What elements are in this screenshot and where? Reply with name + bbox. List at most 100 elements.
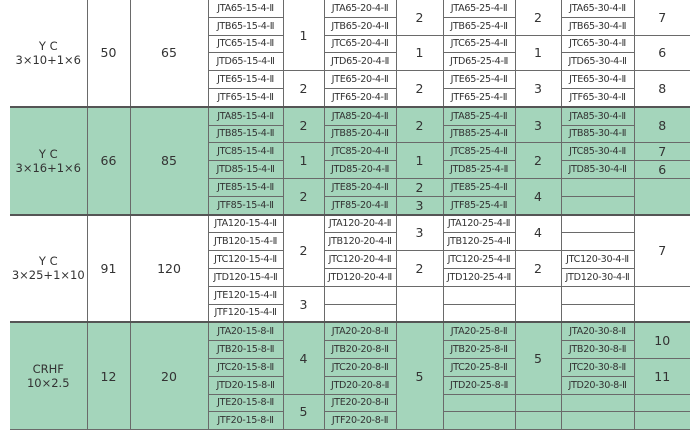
model-20: JTD20-20-8-Ⅱ [323, 375, 397, 395]
qty-30: 6 [633, 160, 690, 179]
qty-20: 3 [395, 213, 444, 252]
model-30: JTC85-30-4-Ⅱ [560, 142, 635, 162]
model-25 [442, 285, 516, 305]
model-30 [560, 285, 635, 305]
model-25: JTC20-25-8-Ⅱ [442, 357, 516, 377]
model-20: JTE85-20-4-Ⅱ [323, 177, 397, 197]
model-15: JTB120-15-4-Ⅱ [207, 232, 284, 252]
model-20: JTC85-20-4-Ⅱ [323, 142, 397, 162]
model-20: JTB120-20-4-Ⅱ [323, 232, 397, 252]
model-20: JTF20-20-8-Ⅱ [323, 411, 397, 431]
qty-30: 11 [633, 357, 690, 395]
cable-spec: CRHF 10×2.5 [10, 321, 88, 431]
model-20: JTA85-20-4-Ⅱ [323, 105, 397, 126]
model-20: JTA120-20-4-Ⅱ [323, 213, 397, 234]
model-25 [442, 393, 516, 413]
qty-20: 2 [395, 177, 444, 197]
model-20: JTB65-20-4-Ⅱ [323, 16, 397, 36]
qty-25: 2 [514, 250, 562, 287]
qty-20: 3 [395, 195, 444, 216]
qty-25: 4 [514, 177, 562, 216]
model-15: JTA65-15-4-Ⅱ [207, 0, 284, 18]
model-25: JTB120-25-4-Ⅱ [442, 232, 516, 252]
model-25: JTA120-25-4-Ⅱ [442, 213, 516, 234]
model-30: JTD20-30-8-Ⅱ [560, 375, 635, 395]
spec-line: 3×16+1×6 [15, 160, 82, 175]
qty-30 [633, 393, 690, 413]
table-row: JTB20-15-8-Ⅱ JTB20-20-8-Ⅱ JTB20-25-8-Ⅱ JTB2… [10, 340, 690, 359]
model-25: JTD20-25-8-Ⅱ [442, 375, 516, 395]
model-30: JTC20-30-8-Ⅱ [560, 357, 635, 377]
model-20: JTF65-20-4-Ⅱ [323, 87, 397, 108]
model-30 [560, 303, 635, 323]
model-20: JTB85-20-4-Ⅱ [323, 124, 397, 144]
model-30 [560, 393, 635, 413]
model-25: JTB85-25-4-Ⅱ [442, 124, 516, 144]
model-30: JTA85-30-4-Ⅱ [560, 105, 635, 126]
model-30: JTD120-30-4-Ⅱ [560, 267, 635, 287]
qty-15: 4 [282, 321, 325, 395]
model-20: JTE20-20-8-Ⅱ [323, 393, 397, 413]
model-25: JTD65-25-4-Ⅱ [442, 52, 516, 72]
spec-line: 3×10+1×6 [15, 52, 82, 67]
model-25: JTE65-25-4-Ⅱ [442, 70, 516, 89]
qty-25: 2 [514, 0, 562, 36]
table-row: JTD85-15-4-Ⅱ JTD85-20-4-Ⅱ JTD85-25-4-Ⅱ JTD8… [10, 160, 690, 179]
model-25: JTC85-25-4-Ⅱ [442, 142, 516, 162]
value-b: 20 [129, 321, 209, 431]
spec-line: Y C [38, 38, 58, 53]
model-20: JTC65-20-4-Ⅱ [323, 34, 397, 54]
model-20 [323, 303, 397, 323]
value-b: 85 [129, 105, 209, 216]
model-30: JTE65-30-4-Ⅱ [560, 70, 635, 89]
model-25: JTD120-25-4-Ⅱ [442, 267, 516, 287]
model-30: JTD85-30-4-Ⅱ [560, 160, 635, 179]
value-a: 66 [86, 105, 131, 216]
model-15: JTD85-15-4-Ⅱ [207, 160, 284, 179]
table-row: JTC20-15-8-Ⅱ JTC20-20-8-Ⅱ JTC20-25-8-Ⅱ JTC2… [10, 357, 690, 395]
model-15: JTD20-15-8-Ⅱ [207, 375, 284, 395]
qty-15: 3 [282, 285, 325, 323]
model-25: JTA85-25-4-Ⅱ [442, 105, 516, 126]
qty-30 [633, 285, 690, 323]
model-15: JTB65-15-4-Ⅱ [207, 16, 284, 36]
table-row: CRHF 10×2.5 12 20 JTA20-15-8-Ⅱ 4 JTA20-20-8-Ⅱ 5… [10, 321, 690, 431]
model-15: JTE65-15-4-Ⅱ [207, 70, 284, 89]
qty-20: 2 [395, 105, 444, 144]
value-a: 50 [86, 0, 131, 108]
qty-25 [514, 411, 562, 431]
model-25: JTF85-25-4-Ⅱ [442, 195, 516, 216]
qty-15: 1 [282, 142, 325, 179]
qty-25: 3 [514, 70, 562, 108]
qty-25 [514, 393, 562, 413]
model-30: JTA65-30-4-Ⅱ [560, 0, 635, 18]
cable-connector-table: Y C 3×10+1×6 50 65 JTA65-15-4-Ⅱ 1 JTA65-20-4-Ⅱ… [10, 0, 690, 431]
table-row: JTD120-15-4-Ⅱ JTD120-20-4-Ⅱ JTD120-25-4-Ⅱ J… [10, 267, 690, 287]
model-15: JTC120-15-4-Ⅱ [207, 250, 284, 269]
cable-spec: Y C 3×25+1×10 [10, 213, 88, 323]
spec-line: Y C [38, 146, 58, 161]
spec-line: 3×25+1×10 [11, 268, 85, 283]
model-20: JTD65-20-4-Ⅱ [323, 52, 397, 72]
model-15: JTB85-15-4-Ⅱ [207, 124, 284, 144]
model-20: JTE65-20-4-Ⅱ [323, 70, 397, 89]
table-row: JTE85-15-4-Ⅱ 2 JTE85-20-4-Ⅱ 2 JTE85-25-4-Ⅱ 4 [10, 177, 690, 216]
model-15: JTC20-15-8-Ⅱ [207, 357, 284, 377]
qty-25: 2 [514, 142, 562, 179]
cable-spec: Y C 3×16+1×6 [10, 105, 88, 216]
model-20: JTF85-20-4-Ⅱ [323, 195, 397, 216]
qty-20 [395, 285, 444, 323]
model-30: JTF65-30-4-Ⅱ [560, 87, 635, 108]
value-b: 65 [129, 0, 209, 108]
model-25: JTD85-25-4-Ⅱ [442, 160, 516, 179]
qty-30: 7 [633, 213, 690, 287]
qty-25: 4 [514, 213, 562, 252]
model-30: JTB65-30-4-Ⅱ [560, 16, 635, 36]
model-15: JTE120-15-4-Ⅱ [207, 285, 284, 305]
model-15: JTD120-15-4-Ⅱ [207, 267, 284, 287]
table-row: JTF20-15-8-Ⅱ JTF20-20-8-Ⅱ [10, 411, 690, 431]
qty-20: 5 [395, 321, 444, 431]
model-15: JTE85-15-4-Ⅱ [207, 177, 284, 197]
model-30: JTD65-30-4-Ⅱ [560, 52, 635, 72]
qty-30: 8 [633, 70, 690, 108]
